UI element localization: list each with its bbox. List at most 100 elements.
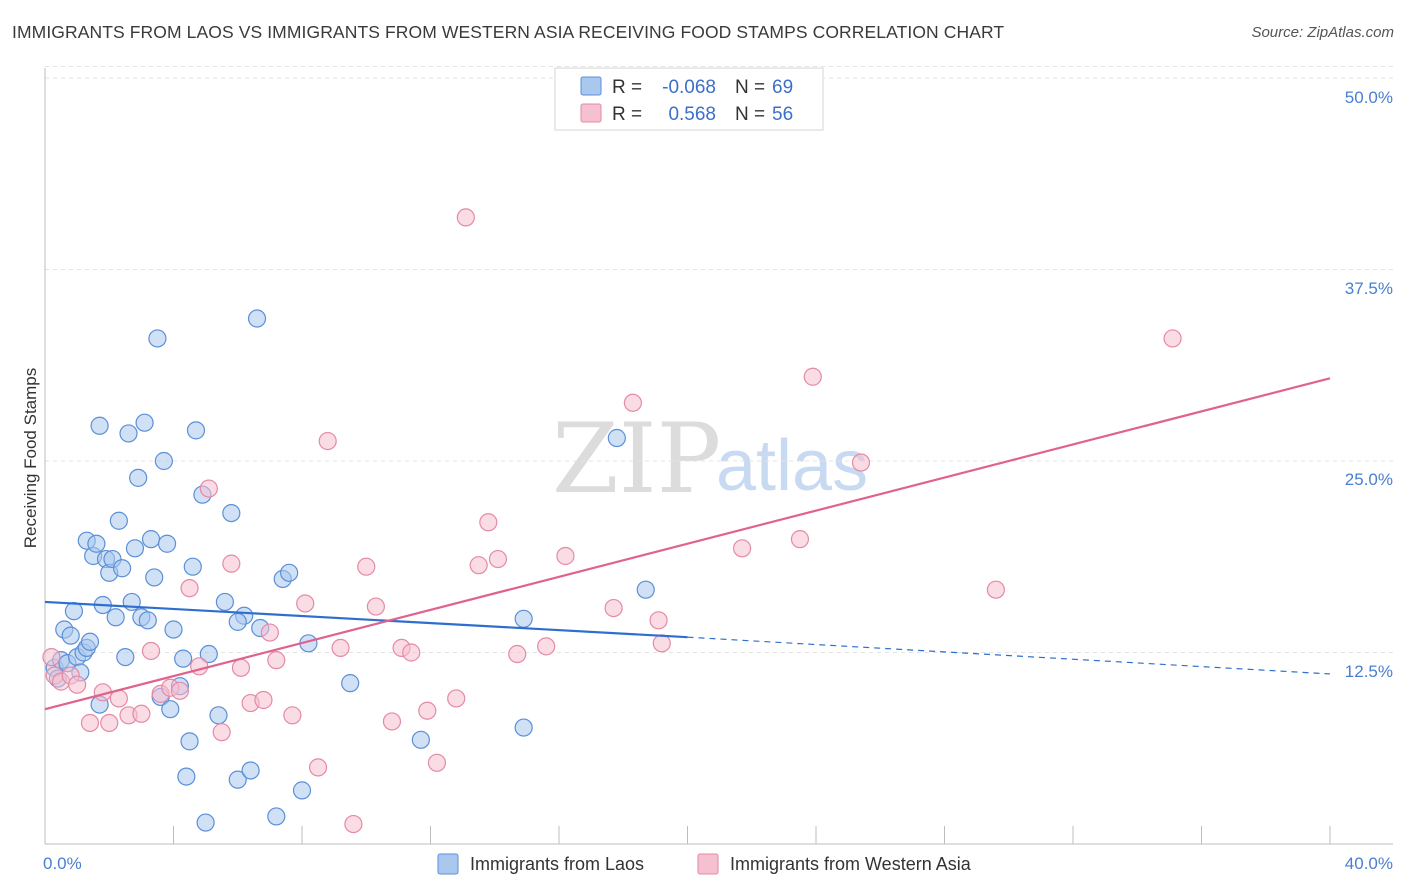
watermark-atlas: atlas xyxy=(716,426,868,506)
laos-point-60 xyxy=(292,781,312,800)
trend-line-laos xyxy=(44,600,688,639)
y-tick-label-12-5: 12.5% xyxy=(1345,662,1393,681)
western-asia-point-49 xyxy=(649,611,668,630)
laos-point-38 xyxy=(161,700,180,719)
laos-point-65 xyxy=(607,428,626,448)
western-asia-point-19 xyxy=(222,554,241,573)
source-label: Source: ZipAtlas.com xyxy=(1251,24,1394,41)
western-asia-point-33 xyxy=(382,712,402,731)
western-asia-point-38 xyxy=(447,689,466,708)
legend-swatch-western-asia xyxy=(580,103,602,123)
laos-point-51 xyxy=(222,503,241,523)
western-asia-point-47 xyxy=(623,393,642,412)
laos-point-34 xyxy=(148,329,167,348)
laos-point-44 xyxy=(186,421,206,440)
legend-swatch-laos xyxy=(580,76,602,96)
laos-point-59 xyxy=(280,563,299,582)
bottom-legend-label-western-asia: Immigrants from Western Asia xyxy=(730,854,972,874)
laos-point-49 xyxy=(209,706,228,725)
laos-point-42 xyxy=(177,767,196,786)
western-asia-point-54 xyxy=(986,580,1006,599)
western-asia-point-29 xyxy=(331,638,350,658)
western-asia-point-32 xyxy=(366,597,385,616)
western-asia-point-15 xyxy=(180,579,199,598)
bottom-legend-label-laos: Immigrants from Laos xyxy=(470,854,644,874)
trend-line-laos-extension xyxy=(687,636,1331,675)
laos-point-66 xyxy=(636,580,655,599)
trend-line-western-asia xyxy=(44,377,1331,711)
western-asia-point-24 xyxy=(267,651,286,670)
laos-point-31 xyxy=(138,611,157,630)
laos-point-52 xyxy=(228,770,247,789)
laos-point-32 xyxy=(141,530,161,549)
western-asia-point-52 xyxy=(803,367,822,386)
laos-point-54 xyxy=(241,761,260,780)
western-asia-point-23 xyxy=(260,623,279,642)
western-asia-point-17 xyxy=(199,479,218,498)
western-asia-point-20 xyxy=(231,658,251,677)
series-western-asia-points xyxy=(42,208,1182,834)
laos-point-24 xyxy=(116,647,135,667)
western-asia-point-18 xyxy=(212,723,231,742)
western-asia-point-36 xyxy=(418,701,437,720)
western-asia-point-11 xyxy=(141,641,161,661)
western-asia-point-41 xyxy=(479,513,498,532)
gridlines xyxy=(45,66,1393,653)
western-asia-point-28 xyxy=(318,431,337,451)
western-asia-point-5 xyxy=(80,713,100,733)
laos-point-11 xyxy=(80,632,100,651)
chart-title: IMMIGRANTS FROM LAOS VS IMMIGRANTS FROM … xyxy=(12,22,1005,42)
correlation-legend: R = -0.068 N = 69 R = 0.568 N = 56 xyxy=(554,67,824,131)
western-asia-point-25 xyxy=(283,706,302,725)
laos-point-23 xyxy=(112,559,132,578)
legend-n-label-laos: N = xyxy=(735,77,765,98)
laos-point-30 xyxy=(135,413,154,432)
western-asia-point-43 xyxy=(508,644,527,664)
western-asia-point-35 xyxy=(402,643,421,662)
western-asia-point-39 xyxy=(456,208,475,227)
laos-point-68 xyxy=(228,612,247,631)
laos-point-33 xyxy=(145,568,164,587)
western-asia-point-14 xyxy=(170,681,190,700)
western-asia-point-46 xyxy=(604,598,623,618)
laos-point-27 xyxy=(125,539,145,558)
series-legend: Immigrants from Laos Immigrants from Wes… xyxy=(437,853,972,875)
trend-lines xyxy=(44,377,1331,711)
western-asia-point-7 xyxy=(100,713,119,733)
western-asia-point-50 xyxy=(733,539,752,558)
western-asia-point-40 xyxy=(469,556,488,575)
y-tick-label-25: 25.0% xyxy=(1345,470,1393,489)
laos-point-39 xyxy=(164,620,183,639)
western-asia-point-0 xyxy=(42,647,61,667)
legend-r-value-laos: -0.068 xyxy=(662,77,716,98)
laos-point-5 xyxy=(61,626,80,645)
laos-point-41 xyxy=(174,649,193,668)
x-tick-label-40: 40.0% xyxy=(1345,854,1393,873)
western-asia-point-48 xyxy=(652,634,671,653)
laos-point-67 xyxy=(514,718,533,737)
watermark-zip: ZIP xyxy=(552,403,721,515)
laos-point-37 xyxy=(157,534,177,553)
legend-n-label-western-asia: N = xyxy=(735,104,765,125)
western-asia-point-16 xyxy=(190,657,209,676)
western-asia-point-55 xyxy=(1163,329,1182,348)
laos-point-48 xyxy=(199,644,218,664)
y-axis-label: Receiving Food Stamps xyxy=(21,368,40,548)
western-asia-point-42 xyxy=(488,549,508,569)
laos-point-55 xyxy=(247,309,267,328)
laos-point-57 xyxy=(267,807,286,826)
laos-point-45 xyxy=(183,557,202,576)
legend-r-label-laos: R = xyxy=(612,77,642,98)
laos-point-21 xyxy=(106,608,125,627)
western-asia-point-44 xyxy=(537,637,556,656)
laos-point-47 xyxy=(196,813,215,832)
laos-point-25 xyxy=(119,424,138,443)
laos-point-43 xyxy=(180,732,199,751)
laos-point-36 xyxy=(154,451,173,471)
western-asia-point-45 xyxy=(556,546,575,566)
x-tick-label-0: 0.0% xyxy=(43,854,82,873)
laos-point-63 xyxy=(411,730,430,749)
laos-point-6 xyxy=(64,602,84,621)
western-asia-point-51 xyxy=(790,530,810,549)
